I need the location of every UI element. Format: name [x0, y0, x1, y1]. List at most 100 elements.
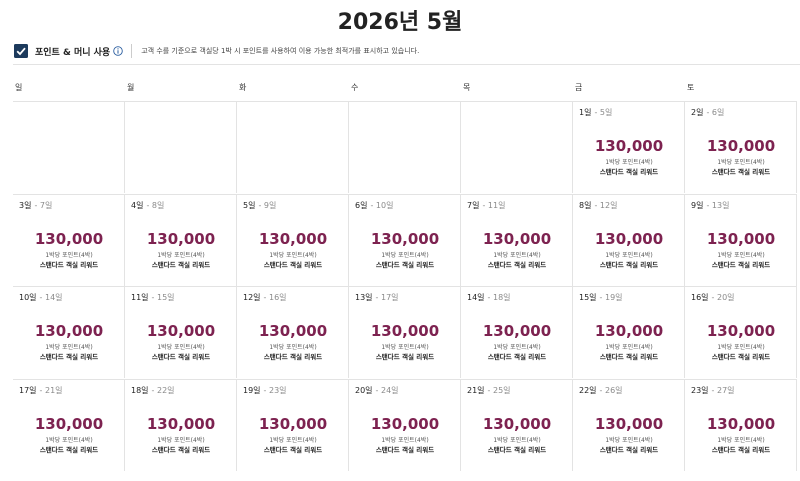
check-in: 12일 [243, 293, 261, 302]
day-cell[interactable]: 16일 - 20일 130,000 1박당 포인트(4박) 스탠다드 객실 리워드 [685, 286, 797, 378]
check-out: - 14일 [39, 293, 63, 302]
filter-description: 고객 수를 기준으로 객실당 1박 시 포인트를 사용하여 이용 가능한 최적가… [141, 47, 420, 55]
filter-row: 포인트 & 머니 사용 고객 수를 기준으로 객실당 1박 시 포인트를 사용하… [14, 42, 419, 60]
day-cell[interactable]: 4일 - 8일 130,000 1박당 포인트(4박) 스탠다드 객실 리워드 [125, 193, 237, 286]
date-range: 21일 - 25일 [467, 385, 511, 396]
check-out: - 25일 [487, 385, 511, 395]
room-type: 스탠다드 객실 리워드 [599, 168, 659, 176]
day-cell[interactable]: 15일 - 19일 130,000 1박당 포인트(4박) 스탠다드 객실 리워드 [573, 286, 685, 378]
day-cell[interactable]: 6일 - 10일 130,000 1박당 포인트(4박) 스탠다드 객실 리워드 [349, 193, 461, 286]
checkbox[interactable] [14, 44, 28, 58]
price: 130,000 [370, 414, 440, 433]
weekday-label: 토 [687, 83, 695, 92]
price: 130,000 [146, 414, 216, 433]
room-type: 스탠다드 객실 리워드 [151, 445, 211, 454]
check-in: 11일 [131, 293, 149, 302]
date-range: 16일 - 20일 [691, 292, 735, 303]
day-cell[interactable]: 8일 - 12일 130,000 1박당 포인트(4박) 스탠다드 객실 리워드 [573, 193, 685, 286]
day-cell[interactable]: 11일 - 15일 130,000 1박당 포인트(4박) 스탠다드 객실 리워드 [125, 286, 237, 378]
check-out: - 6일 [706, 108, 725, 117]
price-unit: 1박당 포인트(4박) [605, 251, 653, 259]
day-cell[interactable]: 18일 - 22일 130,000 1박당 포인트(4박) 스탠다드 객실 리워드 [125, 378, 237, 471]
room-type: 스탠다드 객실 리워드 [39, 353, 99, 361]
room-type: 스탠다드 객실 리워드 [263, 260, 323, 269]
date-range: 9일 - 13일 [691, 200, 729, 211]
day-cell[interactable]: 17일 - 21일 130,000 1박당 포인트(4박) 스탠다드 객실 리워드 [13, 378, 125, 471]
price-unit: 1박당 포인트(4박) [493, 344, 541, 351]
day-cell[interactable]: 3일 - 7일 130,000 1박당 포인트(4박) 스탠다드 객실 리워드 [13, 193, 125, 286]
price: 130,000 [34, 322, 104, 340]
price: 130,000 [594, 229, 664, 248]
check-out: - 11일 [482, 200, 506, 210]
check-in: 2일 [691, 108, 704, 117]
date-range: 10일 - 14일 [19, 292, 63, 303]
price-unit: 1박당 포인트(4박) [605, 344, 653, 351]
day-cell[interactable]: 7일 - 11일 130,000 1박당 포인트(4박) 스탠다드 객실 리워드 [461, 193, 573, 286]
check-out: - 7일 [34, 200, 53, 210]
date-range: 2일 - 6일 [691, 107, 724, 118]
check-out: - 20일 [711, 293, 735, 302]
price-unit: 1박당 포인트(4박) [157, 251, 205, 259]
day-cell[interactable]: 9일 - 13일 130,000 1박당 포인트(4박) 스탠다드 객실 리워드 [685, 193, 797, 286]
price: 130,000 [258, 229, 328, 248]
date-range: 5일 - 9일 [243, 200, 276, 211]
day-cell[interactable]: 14일 - 18일 130,000 1박당 포인트(4박) 스탠다드 객실 리워드 [461, 286, 573, 378]
price: 130,000 [370, 322, 440, 340]
price-unit: 1박당 포인트(4박) [269, 251, 317, 259]
empty-cell [237, 101, 349, 193]
check-out: - 27일 [711, 385, 735, 395]
day-cell[interactable]: 22일 - 26일 130,000 1박당 포인트(4박) 스탠다드 객실 리워드 [573, 378, 685, 471]
day-cell[interactable]: 10일 - 14일 130,000 1박당 포인트(4박) 스탠다드 객실 리워드 [13, 286, 125, 378]
day-cell[interactable]: 2일 - 6일 130,000 1박당 포인트(4박) 스탠다드 객실 리워드 [685, 101, 797, 193]
room-type: 스탠다드 객실 리워드 [375, 445, 435, 454]
day-cell[interactable]: 12일 - 16일 130,000 1박당 포인트(4박) 스탠다드 객실 리워드 [237, 286, 349, 378]
day-cell[interactable]: 5일 - 9일 130,000 1박당 포인트(4박) 스탠다드 객실 리워드 [237, 193, 349, 286]
price-unit: 1박당 포인트(4박) [605, 159, 653, 166]
price: 130,000 [482, 322, 552, 340]
check-out: - 10일 [370, 200, 394, 210]
check-out: - 13일 [706, 200, 730, 210]
room-type: 스탠다드 객실 리워드 [487, 445, 547, 454]
date-range: 6일 - 10일 [355, 200, 393, 211]
day-cell[interactable]: 19일 - 23일 130,000 1박당 포인트(4박) 스탠다드 객실 리워드 [237, 378, 349, 471]
price-unit: 1박당 포인트(4박) [381, 436, 429, 444]
check-in: 20일 [355, 385, 373, 395]
check-out: - 24일 [375, 385, 399, 395]
filter-label[interactable]: 포인트 & 머니 사용 [35, 47, 111, 58]
price-unit: 1박당 포인트(4박) [157, 436, 205, 444]
room-type: 스탠다드 객실 리워드 [711, 260, 771, 269]
room-type: 스탠다드 객실 리워드 [375, 353, 435, 361]
day-cell[interactable]: 23일 - 27일 130,000 1박당 포인트(4박) 스탠다드 객실 리워드 [685, 378, 797, 471]
check-out: - 8일 [146, 200, 165, 210]
date-range: 1일 - 5일 [579, 107, 612, 118]
price-unit: 1박당 포인트(4박) [717, 251, 765, 259]
day-cell[interactable]: 13일 - 17일 130,000 1박당 포인트(4박) 스탠다드 객실 리워드 [349, 286, 461, 378]
weekday-label: 일 [15, 83, 23, 92]
price-unit: 1박당 포인트(4박) [381, 251, 429, 259]
day-cell[interactable]: 20일 - 24일 130,000 1박당 포인트(4박) 스탠다드 객실 리워드 [349, 378, 461, 471]
price: 130,000 [34, 414, 104, 433]
day-cell[interactable]: 1일 - 5일 130,000 1박당 포인트(4박) 스탠다드 객실 리워드 [573, 101, 685, 193]
price-unit: 1박당 포인트(4박) [157, 344, 205, 351]
check-out: - 21일 [39, 385, 63, 395]
check-in: 10일 [19, 293, 37, 302]
info-icon[interactable] [113, 46, 123, 56]
check-in: 7일 [467, 200, 480, 210]
room-type: 스탠다드 객실 리워드 [487, 353, 547, 361]
day-cell[interactable]: 21일 - 25일 130,000 1박당 포인트(4박) 스탠다드 객실 리워드 [461, 378, 573, 471]
date-range: 12일 - 16일 [243, 292, 287, 303]
check-in: 19일 [243, 385, 261, 395]
empty-cell [125, 101, 237, 193]
date-range: 19일 - 23일 [243, 385, 287, 396]
price: 130,000 [706, 137, 776, 155]
room-type: 스탠다드 객실 리워드 [711, 353, 771, 361]
separator [131, 44, 133, 58]
price: 130,000 [34, 229, 104, 248]
room-type: 스탠다드 객실 리워드 [599, 445, 659, 454]
price-unit: 1박당 포인트(4박) [45, 344, 93, 351]
check-out: - 26일 [599, 385, 623, 395]
check-in: 13일 [355, 293, 373, 302]
price-unit: 1박당 포인트(4박) [717, 436, 765, 444]
room-type: 스탠다드 객실 리워드 [375, 260, 435, 269]
check-in: 18일 [131, 385, 149, 395]
